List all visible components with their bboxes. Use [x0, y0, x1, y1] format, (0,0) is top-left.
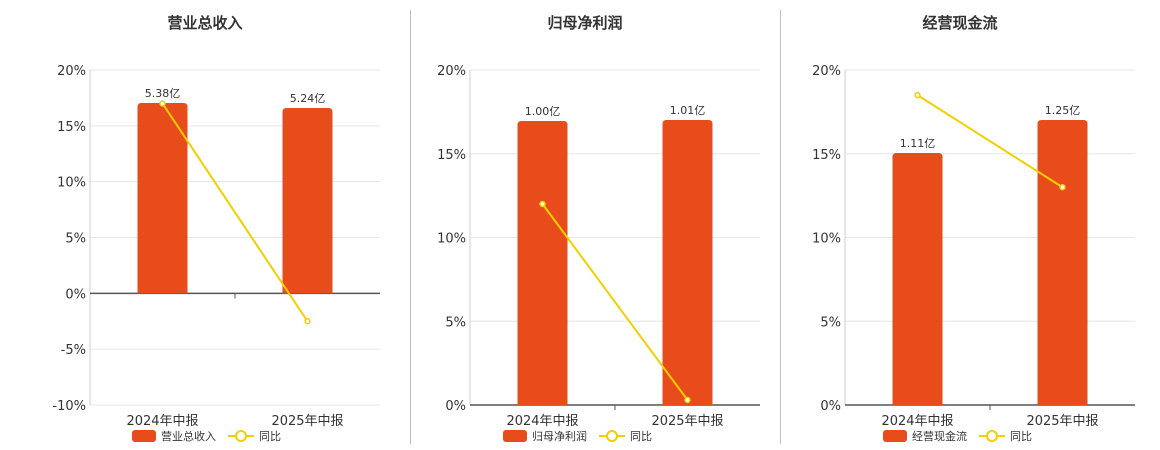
y-tick-label: 20% — [57, 64, 86, 79]
y-tick-label: 20% — [812, 64, 841, 79]
chart-svg-operating-cash-flow: 20% 15% 10% 5% 0% 1.11亿 2024年中报 1.25亿 2025年中报 — [812, 64, 1135, 429]
bar — [662, 120, 713, 405]
chart-title: 经营现金流 — [922, 14, 998, 32]
bar — [282, 108, 333, 294]
yoy-line — [916, 94, 1064, 189]
y-tick-label: 10% — [437, 232, 466, 247]
bar — [892, 153, 943, 405]
bar-legend-swatch — [132, 430, 156, 442]
bar-value-label: 1.25亿 — [1045, 104, 1081, 117]
bar-value-label: 5.24亿 — [290, 92, 326, 105]
chart-legend: 归母净利润 同比 — [503, 428, 652, 444]
y-tick-label: 5% — [65, 232, 86, 247]
y-tick-label: 0% — [65, 287, 86, 302]
bar-value-label: 1.01亿 — [670, 104, 706, 117]
bar-legend-label: 归母净利润 — [532, 430, 587, 443]
bar-legend-swatch — [503, 430, 527, 442]
y-tick-label: 15% — [57, 120, 86, 135]
y-tick-label: 10% — [57, 176, 86, 191]
x-category-label: 2024年中报 — [126, 414, 198, 429]
yoy-point — [914, 91, 921, 99]
chart-title: 归母净利润 — [547, 14, 623, 32]
x-category-label: 2025年中报 — [1026, 414, 1098, 429]
y-tick-label: 0% — [445, 399, 466, 414]
y-tick-label: -10% — [52, 399, 86, 414]
panel-divider — [410, 10, 411, 444]
y-tick-label: 5% — [820, 315, 841, 330]
bar-value-label: 5.38亿 — [145, 87, 181, 100]
chart-svg-revenue: 20% 15% 10% 5% 0% -5% -10% 5.38亿 2024年中报 5.24亿 202… — [52, 64, 380, 429]
bar — [1037, 120, 1088, 405]
line-legend-marker-icon — [599, 430, 625, 442]
yoy-point — [304, 318, 311, 325]
bar-legend-swatch — [883, 430, 907, 442]
chart-legend: 经营现金流 同比 — [883, 428, 1032, 444]
y-tick-label: 20% — [437, 64, 466, 79]
bar-legend-label: 营业总收入 — [161, 430, 216, 443]
chart-title: 营业总收入 — [167, 14, 243, 32]
x-category-label: 2024年中报 — [881, 414, 953, 429]
yoy-line — [541, 203, 689, 401]
chart-panel-revenue: 营业总收入 20% 15% 10% 5% 0% -5% -10% 5.38亿 2024年中报 5.… — [20, 0, 390, 450]
x-category-label: 2024年中报 — [506, 414, 578, 429]
chart-panel-operating-cash-flow: 经营现金流 20% 15% 10% 5% 0% 1.11亿 2024年中报 1.25亿 2025… — [775, 0, 1145, 450]
bar-value-label: 1.11亿 — [900, 137, 936, 150]
yoy-line — [161, 102, 309, 322]
chart-svg-net-profit: 20% 15% 10% 5% 0% 1.00亿 2024年中报 1.01亿 2025年中报 — [437, 64, 760, 429]
bar — [137, 103, 188, 294]
y-tick-label: -5% — [61, 343, 86, 358]
yoy-point — [159, 100, 166, 107]
line-legend-label: 同比 — [259, 430, 281, 443]
bar — [517, 121, 568, 405]
line-legend-label: 同比 — [630, 430, 652, 443]
yoy-point — [539, 200, 546, 208]
x-category-label: 2025年中报 — [271, 414, 343, 429]
line-legend-label: 同比 — [1010, 430, 1032, 443]
y-tick-label: 15% — [437, 148, 466, 163]
y-tick-label: 0% — [820, 399, 841, 414]
line-legend-marker-icon — [979, 430, 1005, 442]
panel-divider — [780, 10, 781, 444]
bar-legend-label: 经营现金流 — [912, 430, 967, 443]
y-tick-label: 10% — [812, 232, 841, 247]
y-tick-label: 15% — [812, 148, 841, 163]
chart-legend: 营业总收入 同比 — [132, 428, 281, 444]
yoy-point — [684, 396, 691, 404]
yoy-point — [1059, 184, 1066, 191]
chart-panel-net-profit: 归母净利润 20% 15% 10% 5% 0% 1.00亿 2024年中报 1.01亿 2025… — [400, 0, 770, 450]
x-category-label: 2025年中报 — [651, 414, 723, 429]
y-tick-label: 5% — [445, 315, 466, 330]
bar-value-label: 1.00亿 — [525, 105, 561, 118]
line-legend-marker-icon — [228, 430, 254, 442]
